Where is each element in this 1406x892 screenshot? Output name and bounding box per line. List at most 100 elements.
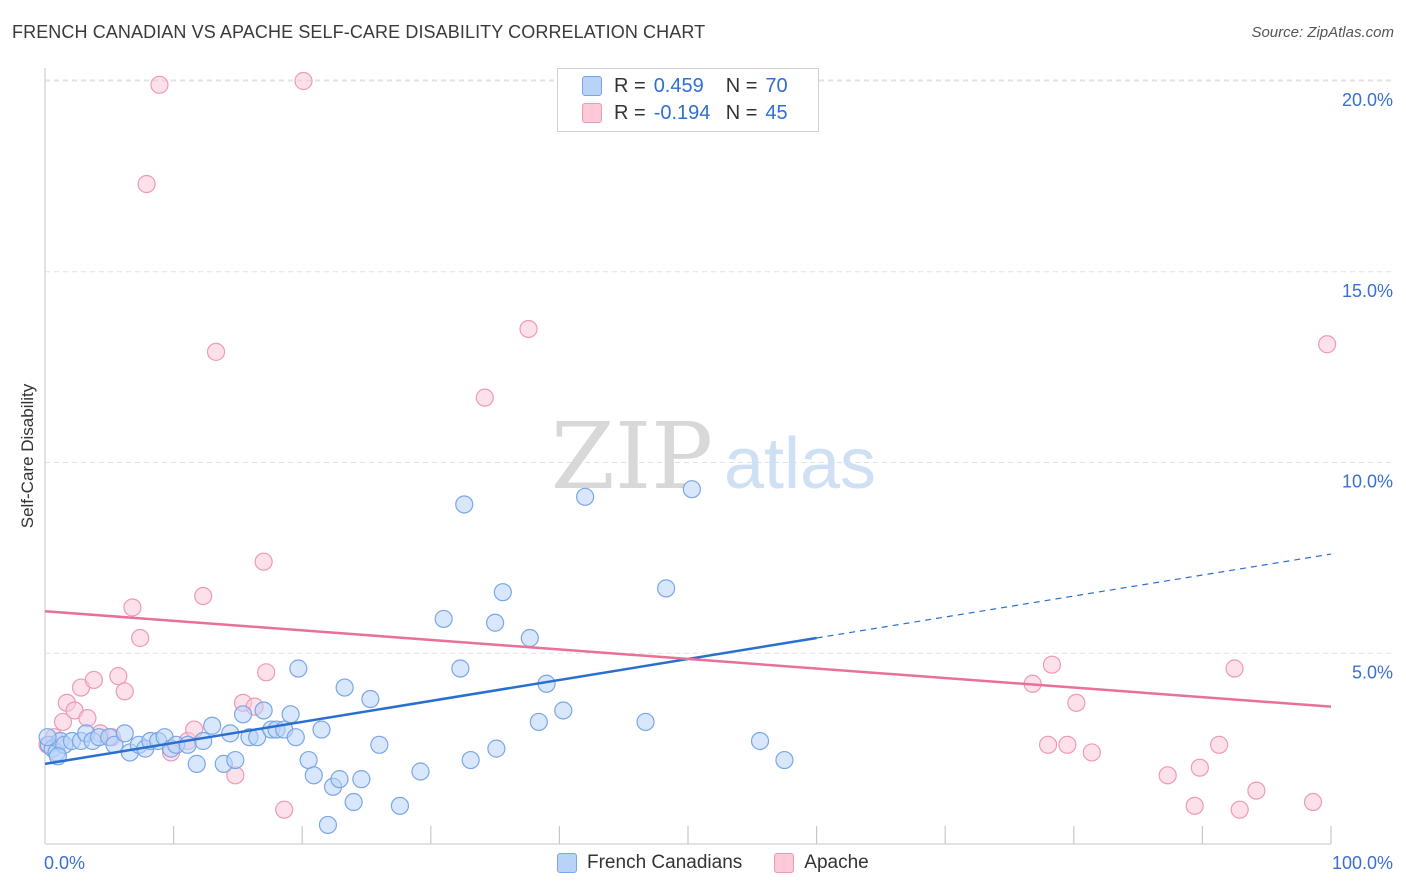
series-legend: French Canadians Apache xyxy=(557,852,901,874)
french-canadians-point xyxy=(304,766,323,785)
y-tick-label: 20.0% xyxy=(1342,90,1393,110)
french-canadians-point xyxy=(487,739,506,758)
french-canadians-point xyxy=(115,724,134,743)
french-canadians-point xyxy=(750,731,770,751)
french-canadians-point xyxy=(289,659,308,678)
chart-title: FRENCH CANADIAN VS APACHE SELF-CARE DISA… xyxy=(12,22,706,42)
french-canadians-point xyxy=(576,487,595,506)
french-canadians-point xyxy=(554,701,573,720)
apache-point xyxy=(475,388,494,407)
french-canadians-point xyxy=(299,750,318,770)
french-canadians-point xyxy=(682,480,701,499)
trend-lines xyxy=(44,553,1332,766)
legend-item-french-canadians: French Canadians xyxy=(557,852,742,874)
apache-trendline xyxy=(44,610,1332,708)
apache-point xyxy=(275,800,294,819)
apache-point xyxy=(115,682,134,701)
apache-point xyxy=(294,71,313,91)
legend-row-french-canadians: R = 0.459 N = 70 xyxy=(582,74,788,98)
y-tick-label: 5.0% xyxy=(1352,662,1393,682)
grid-lines xyxy=(45,79,1392,654)
french-canadians-point xyxy=(203,716,222,735)
french-canadians-point xyxy=(493,583,512,602)
french-canadians-point xyxy=(233,705,253,724)
legend-label: Apache xyxy=(804,852,869,873)
apache-point xyxy=(1318,335,1337,354)
french-canadians-point xyxy=(775,750,794,770)
french-canadians-point xyxy=(411,762,430,781)
n-value: 70 xyxy=(765,74,788,97)
legend-item-apache: Apache xyxy=(774,852,869,874)
apache-points xyxy=(38,71,1337,819)
blue-swatch xyxy=(557,853,577,873)
french-canadians-point xyxy=(461,750,480,770)
apache-point xyxy=(1210,735,1229,754)
french-canadians-point xyxy=(529,712,548,732)
french-canadians-point xyxy=(352,770,371,789)
tick-labels: 5.0% 10.0% 15.0% 20.0% 0.0% 100.0% xyxy=(44,90,1393,873)
pink-swatch xyxy=(774,853,795,873)
y-tick-label: 15.0% xyxy=(1342,281,1393,301)
french-canadians-point xyxy=(370,735,389,754)
french-canadians-point xyxy=(486,613,505,632)
apache-point xyxy=(1230,800,1249,819)
r-value: -0.194 xyxy=(653,101,711,124)
apache-point xyxy=(519,319,538,339)
watermark-atlas: atlas xyxy=(724,424,876,504)
french-canadians-point xyxy=(187,754,206,773)
french-canadians-point xyxy=(390,796,410,815)
french-canadians-point xyxy=(38,728,57,747)
blue-swatch xyxy=(582,76,602,96)
apache-point xyxy=(206,342,226,361)
apache-point xyxy=(1082,743,1101,762)
french-canadians-point xyxy=(361,689,380,709)
apache-point xyxy=(1158,766,1177,785)
apache-point xyxy=(53,712,73,732)
apache-point xyxy=(109,667,128,686)
n-value: 45 xyxy=(765,101,788,124)
french-canadians-point xyxy=(318,815,338,835)
apache-point xyxy=(1185,796,1204,815)
correlation-legend: R = 0.459 N = 70 R = -0.194 N = 45 xyxy=(557,68,819,132)
french-canadians-trendline-extension xyxy=(816,553,1332,639)
french-canadians-point xyxy=(451,659,470,678)
apache-point xyxy=(1225,659,1244,678)
apache-point xyxy=(1247,781,1266,800)
apache-point xyxy=(1190,758,1209,777)
r-value: 0.459 xyxy=(653,74,704,97)
apache-point xyxy=(137,174,156,194)
french-canadians-point xyxy=(330,770,349,789)
french-canadians-point xyxy=(344,792,363,812)
french-canadians-point xyxy=(636,712,655,732)
apache-point xyxy=(254,552,273,571)
french-canadians-point xyxy=(335,678,354,697)
apache-point xyxy=(78,709,97,728)
apache-point xyxy=(1042,655,1062,674)
pink-swatch xyxy=(582,103,602,123)
legend-label: French Canadians xyxy=(587,852,743,873)
r-label: R = xyxy=(614,101,646,124)
apache-point xyxy=(1058,735,1077,754)
legend-row-apache: R = -0.194 N = 45 xyxy=(582,101,788,125)
french-canadians-point xyxy=(434,609,453,629)
french-canadians-point xyxy=(254,701,273,720)
n-label: N = xyxy=(725,101,758,124)
french-canadians-point xyxy=(281,705,300,724)
french-canadians-point xyxy=(194,731,213,751)
n-label: N = xyxy=(725,74,758,97)
axes xyxy=(44,68,1332,845)
french-canadians-point xyxy=(312,720,331,739)
french-canadians-point xyxy=(286,728,305,747)
y-tick-label: 10.0% xyxy=(1342,472,1393,492)
apache-point xyxy=(257,663,276,682)
apache-point xyxy=(194,586,213,606)
apache-point xyxy=(1038,735,1058,754)
x-tick-label: 0.0% xyxy=(44,853,85,873)
apache-point xyxy=(1067,693,1086,712)
y-axis-label: Self-Care Disability xyxy=(18,383,37,529)
french-canadians-point xyxy=(657,579,676,598)
r-label: R = xyxy=(614,74,646,97)
source-label: Source: ZipAtlas.com xyxy=(1251,24,1394,41)
apache-point xyxy=(123,598,142,617)
